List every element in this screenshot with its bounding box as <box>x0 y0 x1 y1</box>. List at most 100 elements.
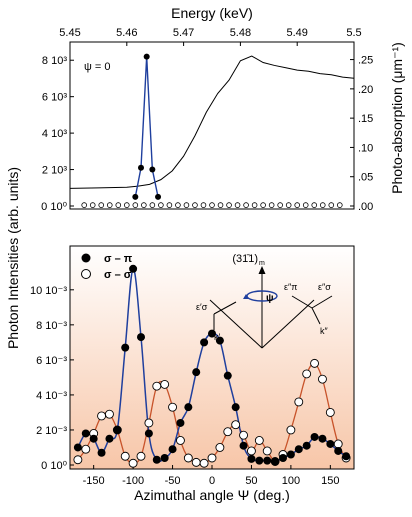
top-baseline-point <box>141 202 147 208</box>
sigma-pi-point <box>176 418 185 427</box>
sigma-pi-point <box>310 432 319 441</box>
top-peak-point <box>143 53 150 60</box>
top-x-tick-label: 5.48 <box>230 27 251 39</box>
sigma-sigma-point <box>183 453 193 463</box>
sigma-sigma-point <box>333 439 343 449</box>
absorption-line <box>70 55 354 189</box>
inset-incident-beam <box>209 299 263 349</box>
scattering-geometry-inset: (31̄1) m ψ ε′σ k′ ε″π ε″σ k″ <box>196 253 333 349</box>
sigma-sigma-point <box>317 374 327 384</box>
bottom-y-tick-label: 6 10⁻³ <box>36 355 67 367</box>
sigma-pi-point <box>342 452 351 461</box>
bottom-x-tick-label: 50 <box>245 475 257 487</box>
top-right-y-ticks: .00 .05 .10 .15 .20 .25 <box>350 55 373 213</box>
top-baseline-point <box>200 202 207 208</box>
top-baseline-point <box>328 202 335 208</box>
sigma-pi-point <box>113 425 122 434</box>
top-x-tick-label: 5.46 <box>116 27 137 39</box>
top-baseline-point <box>251 202 258 208</box>
top-baseline-point <box>89 202 96 208</box>
bottom-marks <box>73 264 351 468</box>
bottom-x-tick-label: -100 <box>122 475 144 487</box>
bottom-x-tick-label: 150 <box>321 475 339 487</box>
top-x-tick-label: 5.5 <box>346 27 361 39</box>
sigma-sigma-point <box>175 436 185 445</box>
top-x-tick-label: 5.47 <box>173 27 194 39</box>
legend-marker-sigma-sigma <box>81 269 91 279</box>
bottom-y-tick-label: 10 10⁻³ <box>30 285 67 297</box>
inset-outgoing-sigma-label: ε″σ <box>318 282 331 292</box>
top-left-tick-label: 8 10³ <box>42 55 67 67</box>
sigma-sigma-point <box>128 458 138 468</box>
top-x-axis-title: Energy (keV) <box>171 5 253 21</box>
sigma-pi-point <box>326 439 335 448</box>
top-x-tick-label: 5.45 <box>59 27 80 39</box>
legend: σ – π σ – σ <box>81 253 133 281</box>
bottom-x-tick-label: 0 <box>209 475 215 487</box>
top-baseline-point <box>209 202 215 208</box>
sigma-pi-point <box>231 403 240 412</box>
sigma-pi-point <box>294 445 303 454</box>
inset-vector-arrowhead <box>258 266 266 274</box>
sigma-pi-point <box>223 371 232 380</box>
top-right-tick-label: .15 <box>358 113 373 125</box>
sigma-sigma-point <box>254 436 264 445</box>
top-peak-point <box>132 193 139 200</box>
sigma-sigma-point <box>325 407 335 417</box>
sigma-sigma-point <box>302 369 312 379</box>
top-left-tick-label: 0 10⁰ <box>41 201 67 213</box>
inset-outgoing-k <box>311 307 321 325</box>
top-right-tick-label: .20 <box>358 84 373 96</box>
top-baseline-point <box>268 202 275 208</box>
top-peak-point <box>155 193 162 200</box>
top-right-tick-label: .00 <box>358 201 373 213</box>
top-baseline-point <box>81 202 87 208</box>
bottom-x-tick-label: -150 <box>83 475 105 487</box>
top-x-tick-label: 5.49 <box>286 27 307 39</box>
top-baseline-point <box>183 202 190 208</box>
bottom-y-tick-label: 0 10⁰ <box>41 460 67 472</box>
sigma-pi-point <box>184 403 193 412</box>
top-right-axis-title: Photo-absorption (μm⁻¹) <box>389 42 405 194</box>
top-marks <box>70 53 354 208</box>
top-baseline-point <box>319 202 326 208</box>
sigma-pi-point <box>129 264 138 273</box>
top-x-ticks: 5.45 5.46 5.47 5.48 5.49 5.5 <box>59 27 362 46</box>
sigma-sigma-point <box>144 418 154 428</box>
sigma-sigma-point <box>207 453 217 463</box>
sigma-pi-point <box>263 456 272 465</box>
legend-label-sigma-pi: σ – π <box>104 253 133 265</box>
top-baseline-point <box>115 202 122 208</box>
top-baseline-point <box>98 202 105 208</box>
sigma-sigma-point <box>152 381 162 391</box>
top-baseline-point <box>175 202 181 208</box>
top-baseline-point <box>106 202 113 208</box>
sigma-pi-point <box>89 434 98 443</box>
sigma-pi-point <box>97 448 106 457</box>
top-baseline-point <box>294 202 301 208</box>
bottom-panel: -150 -100 -50 0 50 100 150 0 10⁰ 2 10⁻³ 4 10⁻³ 6 … <box>30 245 355 503</box>
sigma-pi-point <box>302 441 311 450</box>
sigma-sigma-point <box>191 457 201 467</box>
top-panel: Energy (keV) 5.45 5.46 5.47 5.48 5.49 5.5 0 1… <box>41 5 405 213</box>
sigma-pi-point <box>137 333 145 342</box>
top-baseline-point <box>166 202 173 208</box>
top-baseline-point <box>277 202 283 208</box>
top-baseline-point <box>217 202 224 208</box>
sigma-sigma-point <box>286 425 296 435</box>
sigma-sigma-point <box>120 451 130 461</box>
sigma-pi-point <box>271 457 280 466</box>
top-baseline-point <box>124 202 130 208</box>
bottom-x-tick-label: -50 <box>165 475 181 487</box>
sigma-sigma-point <box>168 402 178 412</box>
bottom-x-tick-label: 100 <box>282 475 300 487</box>
top-baseline-point <box>192 202 198 208</box>
top-baseline-point <box>243 202 249 208</box>
inset-incident-k-label: k′ <box>214 332 221 342</box>
sigma-sigma-point <box>239 430 249 440</box>
sigma-sigma-point <box>104 409 114 419</box>
sigma-sigma-point <box>310 358 320 368</box>
bottom-x-ticks: -150 -100 -50 0 50 100 150 <box>83 465 340 487</box>
sigma-pi-point <box>279 453 287 462</box>
